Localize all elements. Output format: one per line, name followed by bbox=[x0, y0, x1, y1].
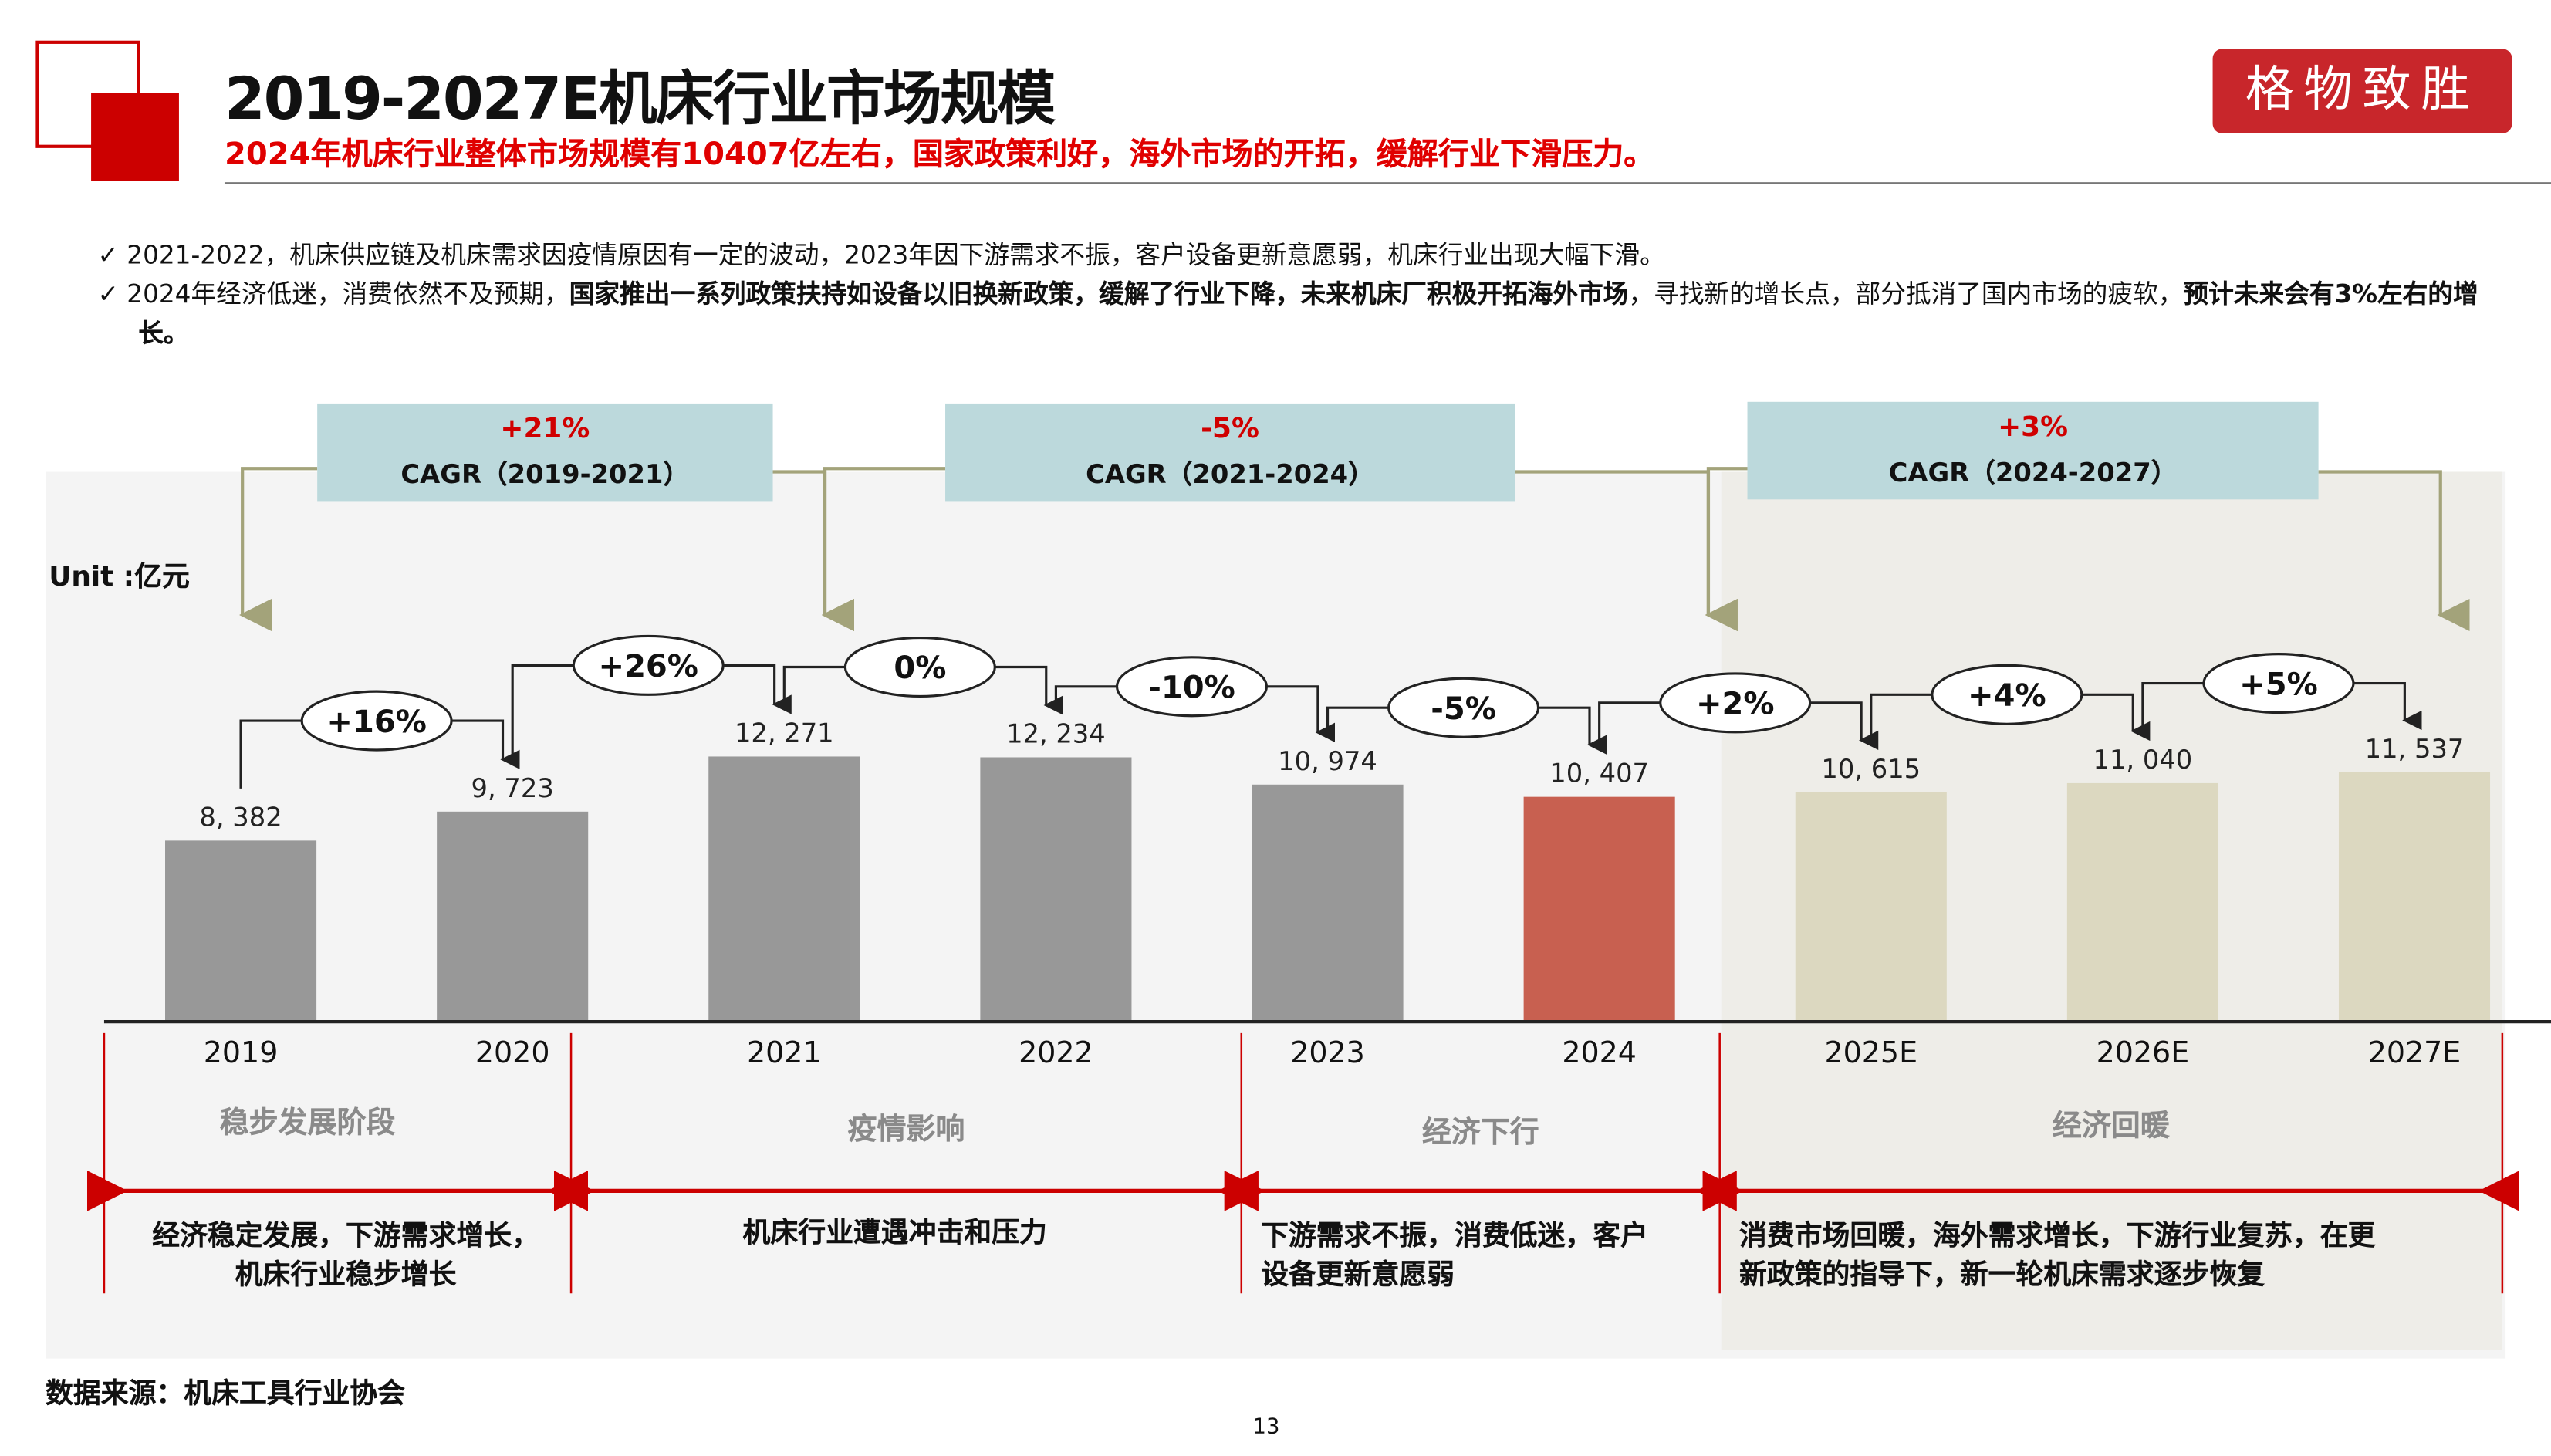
bar-2027E bbox=[2338, 772, 2491, 1022]
cagr-label: CAGR（2019-2021） bbox=[400, 458, 690, 490]
growth-bubble bbox=[300, 690, 453, 752]
page-subtitle: 2024年机床行业整体市场规模有10407亿左右，国家政策利好，海外市场的开拓，… bbox=[224, 137, 1655, 173]
phase-name: 经济下行 bbox=[1421, 1116, 1539, 1150]
growth-label: -5% bbox=[1431, 691, 1496, 727]
cagr-bracket-right bbox=[1515, 470, 1738, 632]
x-tick-label: 2024 bbox=[1562, 1036, 1637, 1071]
growth-label: 0% bbox=[894, 650, 946, 686]
value-label: 10, 974 bbox=[1278, 746, 1377, 776]
bar-2025E bbox=[1795, 792, 1947, 1022]
x-tick-label: 2027E bbox=[2367, 1036, 2461, 1071]
phase-name: 疫情影响 bbox=[847, 1113, 965, 1147]
header-divider bbox=[224, 182, 2551, 184]
growth-bubble bbox=[1931, 664, 2083, 725]
cagr-box: +21% CAGR（2019-2021） bbox=[317, 403, 773, 502]
bullet-text: ，寻找新的增长点，部分抵消了国内市场的疲软， bbox=[1628, 279, 2184, 309]
phase-description: 下游需求不振，消费低迷，客户 设备更新意愿弱 bbox=[1261, 1220, 1648, 1292]
cagr-value: +21% bbox=[500, 413, 590, 446]
page-title: 2019-2027E机床行业市场规模 bbox=[224, 66, 1056, 133]
x-tick-label: 2026E bbox=[2096, 1036, 2190, 1071]
value-label: 8, 382 bbox=[199, 802, 282, 832]
phase-name: 稳步发展阶段 bbox=[219, 1106, 396, 1141]
phase-description: 机床行业遭遇冲击和压力 bbox=[742, 1217, 1047, 1250]
cagr-box: -5% CAGR（2021-2024） bbox=[945, 403, 1515, 502]
growth-bubble bbox=[2202, 653, 2355, 714]
x-tick-label: 2019 bbox=[203, 1036, 279, 1071]
growth-bubble bbox=[1387, 677, 1540, 738]
growth-label: +26% bbox=[599, 649, 698, 684]
x-tick-label: 2020 bbox=[475, 1036, 550, 1071]
growth-label: +2% bbox=[1696, 687, 1775, 722]
value-label: 10, 407 bbox=[1549, 758, 1649, 789]
bar-2021 bbox=[708, 756, 860, 1022]
logo: 格物致胜 bbox=[2212, 49, 2512, 133]
growth-bubble bbox=[572, 634, 725, 696]
bar-2024 bbox=[1523, 796, 1675, 1022]
growth-label: +4% bbox=[1968, 678, 2046, 714]
growth-label: +5% bbox=[2239, 667, 2318, 702]
x-tick-label: 2021 bbox=[746, 1036, 822, 1071]
value-label: 11, 537 bbox=[2365, 734, 2465, 764]
phase-description: 消费市场回暖，海外需求增长，下游行业复苏，在更 新政策的指导下，新一轮机床需求逐… bbox=[1738, 1220, 2376, 1292]
bullet-text: 2024年经济低迷，消费依然不及预期， bbox=[127, 279, 569, 309]
phase-name: 经济回暖 bbox=[2052, 1109, 2170, 1144]
phase-description: 经济稳定发展，下游需求增长， 机床行业稳步增长 bbox=[152, 1220, 539, 1292]
cagr-value: +3% bbox=[1998, 411, 2069, 444]
bullet-1: ✓ 2021-2022，机床供应链及机床需求因疫情原因有一定的波动，2023年因… bbox=[98, 236, 2457, 275]
growth-label: +16% bbox=[326, 704, 426, 740]
value-label: 9, 723 bbox=[471, 773, 554, 803]
unit-label: Unit :亿元 bbox=[49, 561, 190, 594]
growth-label: -10% bbox=[1148, 671, 1235, 706]
cagr-label: CAGR（2021-2024） bbox=[1086, 458, 1374, 490]
value-label: 12, 271 bbox=[735, 718, 834, 748]
bar-2026E bbox=[2066, 782, 2218, 1022]
check-icon: ✓ bbox=[97, 241, 127, 271]
growth-bubble bbox=[1659, 672, 1812, 734]
cagr-bracket-left bbox=[238, 467, 318, 632]
page-number: 13 bbox=[1252, 1415, 1280, 1441]
value-label: 12, 234 bbox=[1006, 719, 1106, 749]
bar-2019 bbox=[165, 840, 317, 1022]
x-tick-label: 2022 bbox=[1019, 1036, 1093, 1071]
cagr-box: +3% CAGR（2024-2027） bbox=[1747, 401, 2319, 500]
x-tick-label: 2025E bbox=[1824, 1036, 1918, 1071]
cagr-bracket-left bbox=[1705, 467, 1748, 632]
value-label: 11, 040 bbox=[2093, 745, 2193, 775]
check-icon: ✓ bbox=[97, 279, 127, 309]
growth-bubble bbox=[843, 636, 996, 698]
title-deco-square bbox=[91, 93, 179, 181]
cagr-label: CAGR（2024-2027） bbox=[1888, 457, 2178, 488]
data-source: 数据来源：机床工具行业协会 bbox=[46, 1377, 406, 1411]
bar-2023 bbox=[1252, 784, 1404, 1022]
bar-2020 bbox=[437, 811, 589, 1022]
cagr-value: -5% bbox=[1201, 413, 1259, 446]
value-label: 10, 615 bbox=[1821, 754, 1921, 784]
bullet-text: 预计未来会有3%左右的增长。 bbox=[138, 279, 2478, 349]
bullet-text: 2021-2022，机床供应链及机床需求因疫情原因有一定的波动，2023年因下游… bbox=[127, 241, 1665, 271]
bar-2022 bbox=[980, 757, 1132, 1022]
cagr-bracket-right bbox=[772, 470, 854, 632]
bullet-text: 国家推出一系列政策扶持如设备以旧换新政策，缓解了行业下降，未来机床厂积极开拓海外… bbox=[569, 279, 1629, 309]
cagr-bracket-left bbox=[821, 467, 946, 632]
bullet-2: ✓ 2024年经济低迷，消费依然不及预期，国家推出一系列政策扶持如设备以旧换新政… bbox=[98, 275, 2498, 353]
x-tick-label: 2023 bbox=[1290, 1036, 1365, 1071]
growth-bubble bbox=[1115, 656, 1269, 718]
cagr-bracket-right bbox=[2318, 470, 2470, 632]
